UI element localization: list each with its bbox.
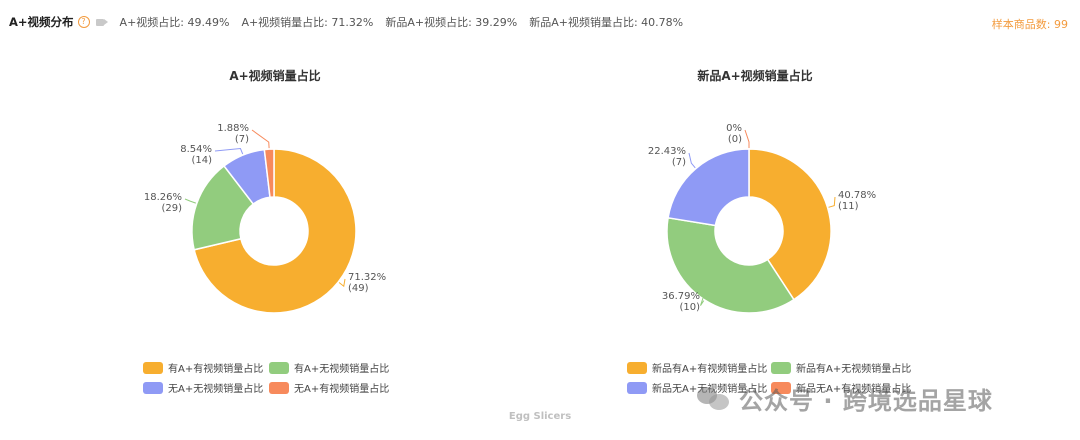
legend-label: 无A+无视频销量占比 [168, 384, 264, 395]
slice-count-label: (49) [348, 283, 369, 294]
legend-label: 有A+有视频销量占比 [168, 364, 264, 375]
video-camera-icon [95, 18, 108, 27]
pie-slice[interactable] [667, 148, 750, 227]
donut-chart-left: 71.32%(49) 18.26%(29) 8.54%(14) 1.88%(7) [144, 123, 386, 314]
slice-count-label: (7) [235, 134, 249, 145]
legend-label: 新品有A+有视频销量占比 [652, 364, 768, 375]
legend-item[interactable]: 有A+有视频销量占比 [143, 360, 263, 375]
chart-title-right: 新品A+视频销量占比 [697, 69, 813, 83]
legend-item[interactable]: 无A+无视频销量占比 [143, 380, 263, 395]
leader-line [184, 198, 196, 204]
slice-count-label: (29) [161, 203, 182, 214]
slice-count-label: (10) [679, 302, 700, 313]
slice-count-label: (11) [838, 201, 859, 212]
slice-percent-label: 8.54% [180, 144, 212, 155]
legend-item[interactable]: 无A+有视频销量占比 [269, 380, 389, 395]
sample-count: 样本商品数: 99 [991, 18, 1068, 31]
slice-percent-label: 1.88% [217, 123, 249, 134]
legend-item[interactable]: 有A+无视频销量占比 [269, 360, 389, 375]
slice-count-label: (7) [672, 157, 686, 168]
legend-swatch [269, 381, 289, 394]
pie-slice[interactable] [666, 216, 795, 314]
watermark-text: 公众号 · 跨境选品星球 [739, 386, 993, 415]
leader-line [251, 129, 270, 149]
pie-slice[interactable] [263, 148, 275, 199]
legend-swatch [771, 381, 791, 394]
legend-label: 无A+有视频销量占比 [294, 384, 390, 395]
slice-percent-label: 22.43% [648, 146, 686, 157]
legend-swatch [269, 361, 289, 374]
legend-item[interactable]: 新品有A+有视频销量占比 [627, 360, 767, 375]
stat-aplus-video-sales-ratio: A+视频销量占比: 71.32% [241, 16, 374, 29]
legend-item[interactable]: 新品无A+有视频销量占比 [771, 380, 911, 395]
slice-percent-label: 36.79% [662, 291, 700, 302]
leader-line [700, 297, 705, 306]
section-title: A+视频分布 [9, 15, 74, 29]
legend-swatch [771, 361, 791, 374]
legend-item[interactable]: 新品有A+无视频销量占比 [771, 360, 911, 375]
donut-chart-right: 40.78%(11) 36.79%(10) 22.43%(7) 0%(0) [648, 123, 876, 314]
slice-count-label: (14) [191, 155, 212, 166]
stat-new-aplus-video-ratio: 新品A+视频占比: 39.29% [385, 16, 518, 29]
chart-title-left: A+视频销量占比 [229, 69, 321, 83]
stat-new-aplus-video-sales-ratio: 新品A+视频销量占比: 40.78% [529, 16, 684, 29]
slice-count-label: (0) [728, 134, 742, 145]
wechat-icon [697, 385, 731, 411]
legend-label: 新品无A+有视频销量占比 [796, 384, 912, 395]
slice-percent-label: 0% [726, 123, 742, 134]
header-bar: A+视频分布 ? A+视频占比: 49.49% A+视频销量占比: 71.32%… [0, 0, 1080, 44]
slice-percent-label: 40.78% [838, 190, 876, 201]
pie-slice[interactable] [193, 148, 357, 314]
leader-line [688, 152, 696, 169]
slice-percent-label: 18.26% [144, 192, 182, 203]
leader-line [338, 278, 346, 288]
legend-swatch [143, 381, 163, 394]
legend-swatch [627, 361, 647, 374]
legend-label: 新品有A+无视频销量占比 [796, 364, 912, 375]
watermark: 公众号 · 跨境选品星球 [697, 378, 993, 418]
leader-line [744, 129, 750, 148]
legend-swatch [143, 361, 163, 374]
footer-label: Egg Slicers [508, 411, 572, 422]
legend-label: 有A+无视频销量占比 [294, 364, 390, 375]
question-circle-icon[interactable]: ? [77, 16, 90, 28]
leader-line [214, 148, 244, 155]
stat-aplus-video-ratio: A+视频占比: 49.49% [119, 16, 230, 29]
legend-swatch [627, 381, 647, 394]
leader-line [828, 196, 836, 208]
slice-percent-label: 71.32% [348, 272, 386, 283]
